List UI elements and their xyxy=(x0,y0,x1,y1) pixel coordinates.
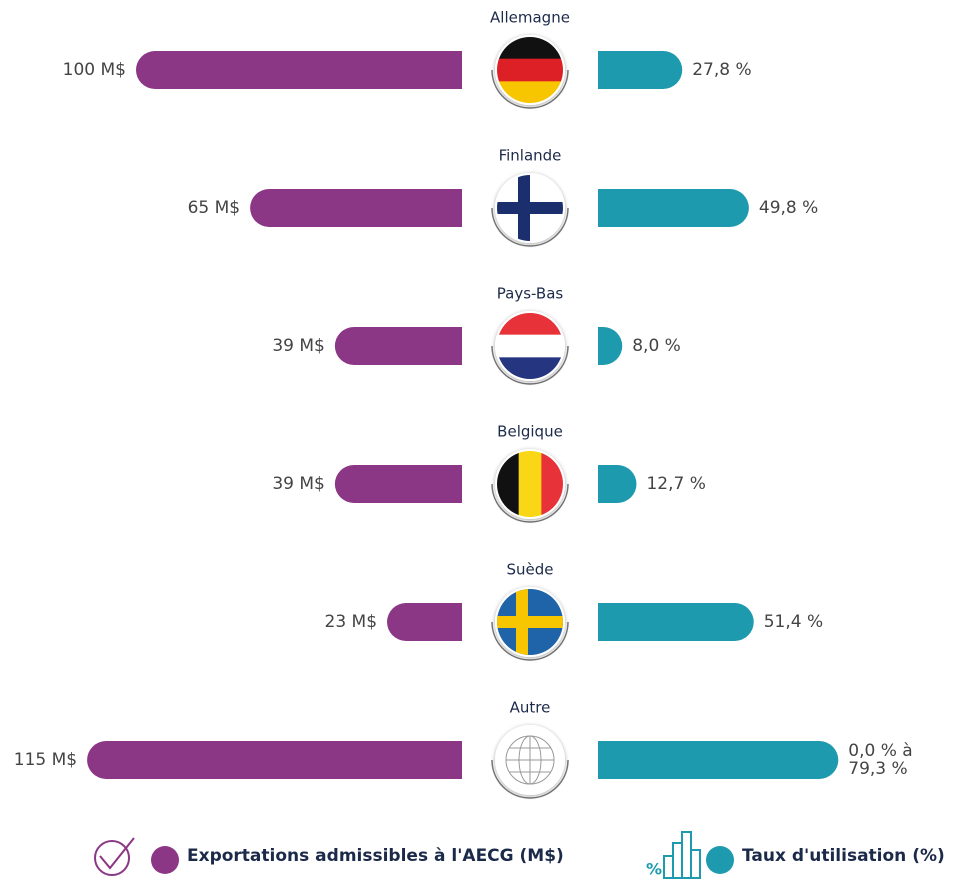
flag-stripe xyxy=(497,334,563,358)
bar xyxy=(598,465,637,503)
flag-cross xyxy=(518,175,530,241)
flag xyxy=(497,727,563,793)
value-label: 49,8 % xyxy=(758,198,819,218)
bar xyxy=(334,465,462,503)
category-label: Autre xyxy=(510,699,551,717)
legend-label: Taux d'utilisation (%) xyxy=(742,846,945,866)
flag-ring xyxy=(491,345,569,385)
legend-swatch xyxy=(706,846,734,874)
bar xyxy=(598,327,623,365)
flag-stripe xyxy=(497,81,563,103)
svg-text:%: % xyxy=(646,860,662,879)
bar xyxy=(598,603,754,641)
value-label: 23 M$ xyxy=(324,612,378,632)
value-label: 100 M$ xyxy=(62,60,126,80)
flag-stripe xyxy=(497,451,519,517)
flag xyxy=(497,175,563,241)
value-label: 27,8 % xyxy=(692,60,752,80)
category-label: Suède xyxy=(506,561,553,579)
flag-ring xyxy=(491,759,569,799)
flag-ring xyxy=(491,207,569,247)
flag xyxy=(497,37,563,103)
bar xyxy=(334,327,462,365)
flag-stripe xyxy=(497,58,563,82)
bar xyxy=(87,741,462,779)
bar xyxy=(598,741,839,779)
bar xyxy=(250,189,462,227)
value-label: 39 M$ xyxy=(272,336,325,356)
flag-stripe xyxy=(541,451,563,517)
flag-cross xyxy=(497,616,563,628)
flag-ring xyxy=(491,483,569,523)
legend-percent-icon: % xyxy=(646,831,701,879)
legend-swatch xyxy=(151,846,179,874)
flag xyxy=(497,451,563,517)
flag-stripe xyxy=(497,357,563,379)
value-label: 8,0 % xyxy=(632,336,681,356)
value-label: 65 M$ xyxy=(187,198,241,218)
bar xyxy=(387,603,462,641)
flag-stripe xyxy=(497,37,563,59)
value-label: 115 M$ xyxy=(13,750,78,770)
bar xyxy=(598,51,683,89)
legend-label: Exportations admissibles à l'AECG (M$) xyxy=(187,846,564,866)
category-label: Allemagne xyxy=(490,9,570,27)
flag xyxy=(497,313,563,379)
value-label: 12,7 % xyxy=(646,474,706,494)
category-label: Finlande xyxy=(499,147,562,165)
flag-stripe xyxy=(518,451,542,517)
flag-cross xyxy=(516,589,528,655)
flag xyxy=(497,589,563,655)
category-label: Pays-Bas xyxy=(497,285,564,303)
category-label: Belgique xyxy=(497,423,563,441)
legend-check-icon xyxy=(94,837,135,876)
flag-ring xyxy=(491,69,569,109)
bar xyxy=(136,51,462,89)
value-label: 0,0 % à 79,3 % xyxy=(848,741,913,779)
globe-lines xyxy=(505,735,555,785)
flag-ring xyxy=(491,621,569,661)
flag-stripe xyxy=(497,313,563,335)
value-label: 51,4 % xyxy=(763,612,824,632)
value-label: 39 M$ xyxy=(272,474,325,494)
bar xyxy=(598,189,749,227)
